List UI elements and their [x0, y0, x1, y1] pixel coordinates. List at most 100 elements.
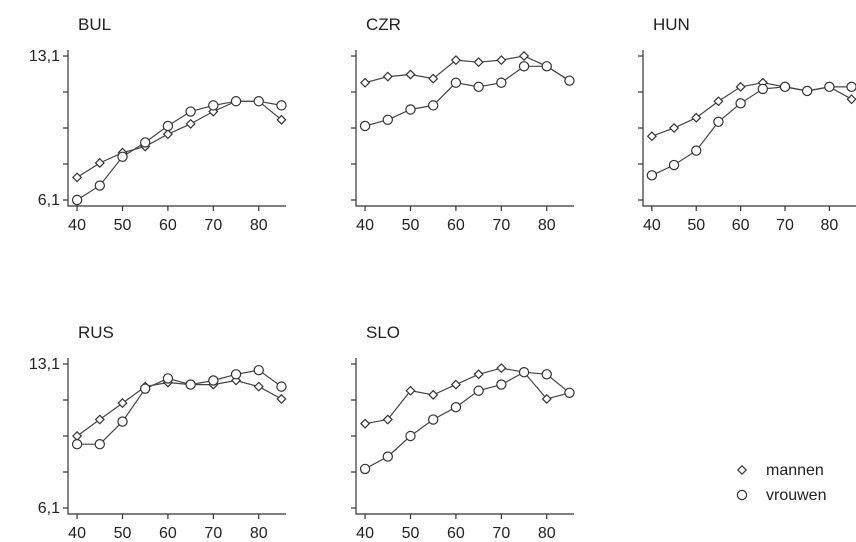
data-point-mannen	[450, 55, 461, 66]
data-point-vrouwen	[735, 98, 746, 109]
data-point-mannen	[253, 381, 264, 392]
data-point-vrouwen	[208, 375, 219, 386]
data-point-mannen	[185, 118, 196, 129]
data-point-mannen	[72, 430, 83, 442]
x-tick-label: 50	[114, 525, 132, 542]
series-line-mannen	[651, 82, 852, 137]
diamond-icon	[736, 464, 748, 476]
x-tick-label: 70	[204, 525, 222, 542]
data-point-vrouwen	[162, 120, 174, 132]
series-vrouwen	[359, 367, 575, 475]
x-tick-label: 70	[776, 217, 794, 234]
data-point-mannen	[669, 122, 680, 134]
data-point-mannen	[360, 77, 371, 88]
series-line-vrouwen	[364, 65, 570, 127]
series-vrouwen	[71, 364, 287, 450]
data-point-vrouwen	[253, 96, 264, 107]
y-tick-label: 13,1	[29, 356, 60, 373]
axis-frame	[355, 358, 574, 515]
series-line-mannen	[76, 100, 282, 178]
series-vrouwen	[646, 81, 856, 181]
data-point-mannen	[541, 393, 552, 405]
x-tick-label: 80	[820, 217, 838, 234]
data-point-vrouwen	[405, 430, 416, 442]
series-line-mannen	[364, 55, 570, 84]
x-tick-label: 40	[68, 217, 86, 234]
data-point-mannen	[496, 363, 507, 374]
data-point-vrouwen	[405, 104, 416, 115]
series-mannen	[72, 96, 287, 183]
data-point-vrouwen	[757, 83, 769, 95]
data-point-mannen	[382, 414, 393, 425]
data-point-vrouwen	[496, 77, 507, 88]
data-point-vrouwen	[646, 170, 658, 181]
x-tick-label: 80	[250, 217, 268, 234]
x-tick-label: 50	[402, 217, 420, 234]
data-point-vrouwen	[117, 416, 128, 427]
chart-panel-3: RUS 6,1 13,1 40 50 60 70 80	[29, 323, 287, 542]
chart-panel-1: CZR 40 50 60 70 80	[351, 15, 575, 234]
x-tick-label: 40	[356, 217, 374, 234]
panels: BUL 6,1 13,1 40 50 60 70 80 CZR 40 50 60 70 80 HUN 40 50…	[29, 15, 856, 542]
y-tick-label: 6,1	[38, 192, 60, 209]
data-point-vrouwen	[185, 379, 196, 390]
panel-title: BUL	[78, 15, 111, 34]
data-point-vrouwen	[564, 75, 575, 86]
data-point-vrouwen	[208, 100, 219, 111]
x-tick-label: 70	[492, 525, 510, 542]
data-point-vrouwen	[473, 385, 484, 396]
series-line-vrouwen	[364, 371, 570, 470]
data-point-vrouwen	[140, 137, 151, 148]
data-point-mannen	[382, 71, 393, 82]
data-point-mannen	[405, 69, 416, 80]
data-point-vrouwen	[846, 81, 856, 93]
data-point-mannen	[276, 393, 287, 405]
data-point-vrouwen	[185, 106, 196, 117]
series-line-vrouwen	[77, 369, 282, 445]
data-point-vrouwen	[276, 381, 287, 392]
data-point-mannen	[735, 81, 746, 92]
data-point-vrouwen	[359, 120, 371, 132]
x-tick-label: 50	[687, 217, 705, 234]
data-point-vrouwen	[230, 96, 242, 107]
data-point-vrouwen	[713, 116, 724, 128]
panel-title: SLO	[366, 323, 400, 342]
data-point-mannen	[646, 131, 657, 142]
legend-item-vrouwen: vrouwen	[736, 487, 826, 504]
data-point-vrouwen	[382, 114, 393, 125]
y-tick-label: 6,1	[38, 500, 60, 517]
data-point-vrouwen	[428, 100, 439, 111]
data-point-mannen	[428, 73, 439, 84]
x-tick-label: 40	[643, 217, 661, 234]
data-point-vrouwen	[541, 369, 552, 380]
data-point-vrouwen	[518, 61, 530, 72]
data-point-mannen	[405, 385, 416, 396]
data-point-vrouwen	[71, 194, 83, 206]
data-point-vrouwen	[162, 373, 174, 384]
series-vrouwen	[71, 96, 287, 206]
series-line-mannen	[364, 367, 570, 425]
data-point-vrouwen	[564, 387, 575, 398]
x-tick-label: 50	[114, 217, 132, 234]
data-point-mannen	[496, 55, 507, 66]
data-point-vrouwen	[450, 77, 462, 88]
x-tick-label: 60	[447, 525, 465, 542]
data-point-vrouwen	[230, 369, 242, 380]
data-point-mannen	[450, 379, 461, 390]
data-point-vrouwen	[140, 383, 151, 394]
data-point-vrouwen	[518, 367, 530, 378]
data-point-vrouwen	[779, 81, 791, 93]
data-point-vrouwen	[473, 81, 484, 93]
data-point-mannen	[691, 112, 702, 123]
data-point-mannen	[72, 172, 83, 183]
data-point-vrouwen	[668, 159, 680, 171]
x-tick-label: 70	[492, 217, 510, 234]
x-tick-label: 80	[538, 217, 556, 234]
data-point-vrouwen	[382, 451, 393, 462]
y-tick-label: 13,1	[29, 48, 60, 65]
data-point-vrouwen	[253, 364, 264, 376]
x-tick-label: 60	[447, 217, 465, 234]
data-point-mannen	[846, 94, 856, 105]
x-tick-label: 60	[159, 525, 177, 542]
